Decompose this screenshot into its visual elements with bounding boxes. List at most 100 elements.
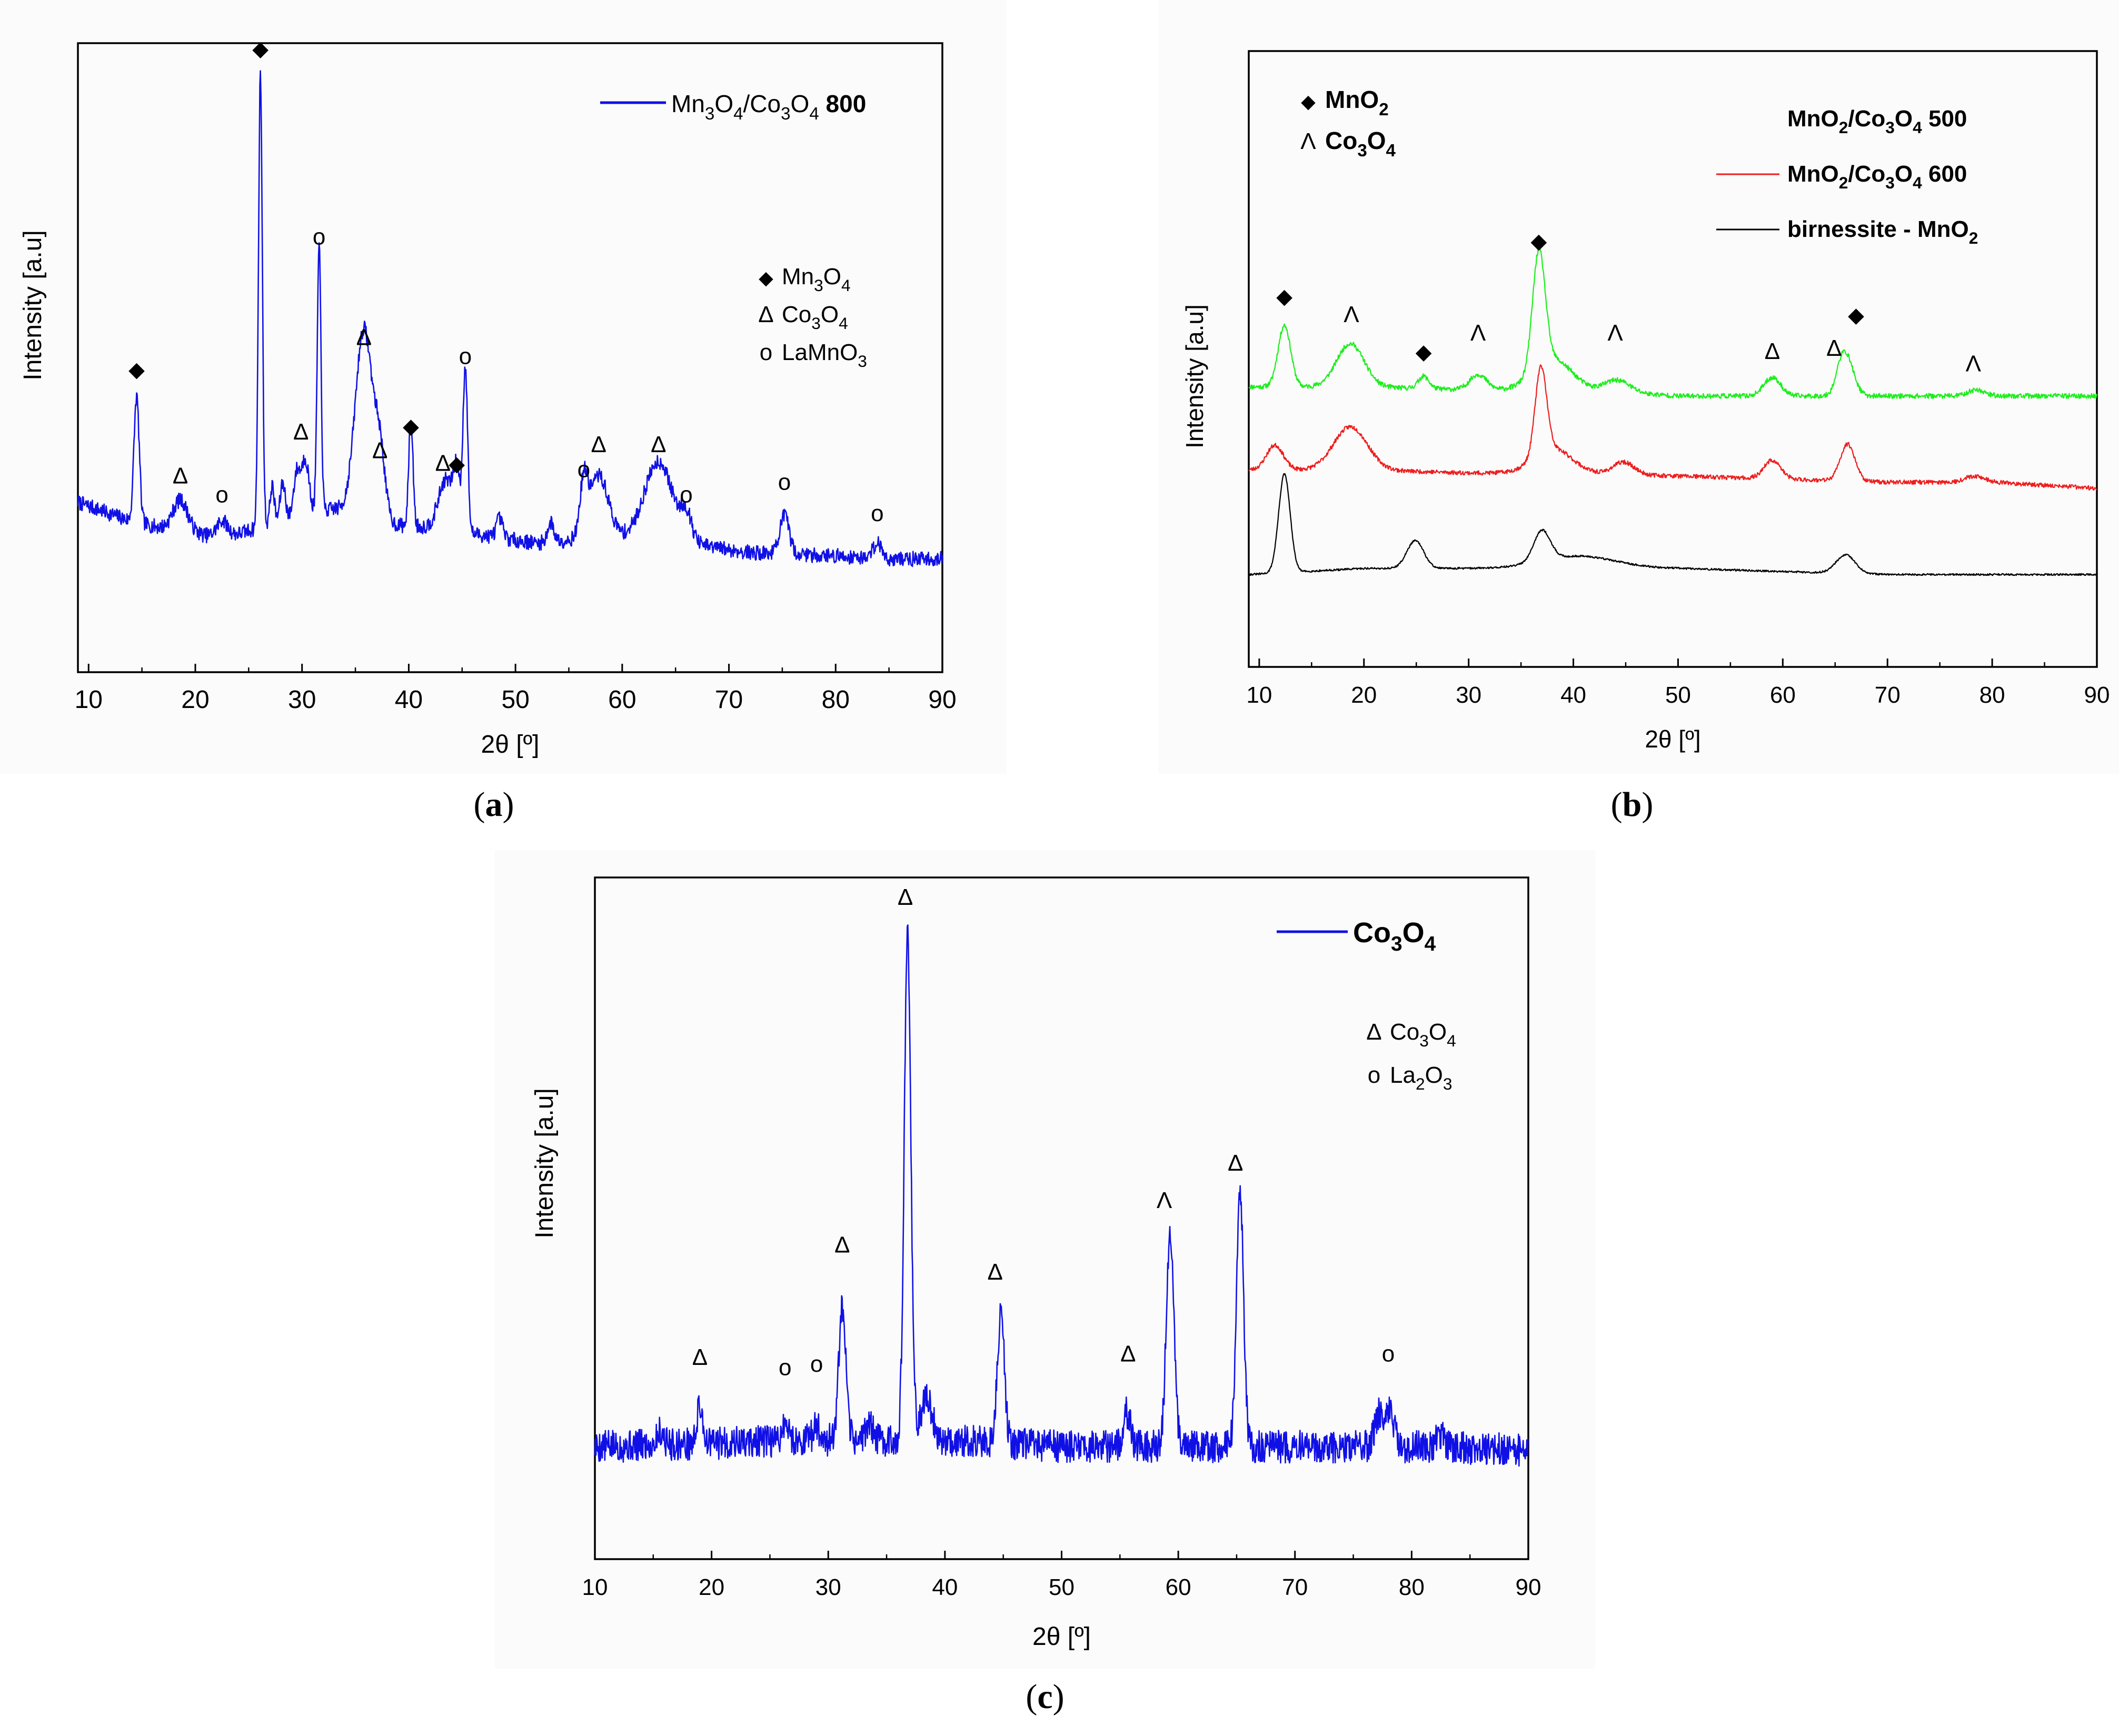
legend-marker-label-part: Co <box>782 302 811 327</box>
legend-entry-label-part: 4 <box>1913 173 1922 192</box>
legend-entry-label: Co3O4 <box>1353 917 1436 955</box>
legend-marker-label-part: 3 <box>1419 1031 1429 1050</box>
legend-entry-label-part: O <box>1895 106 1913 132</box>
legend-marker-label-part: O <box>821 302 839 327</box>
legend-marker-label-part: 4 <box>839 314 848 333</box>
legend-entry-label-part: /Co <box>743 90 781 117</box>
legend-marker-label: Mn3O4 <box>782 264 851 295</box>
legend-marker-symbol: o <box>1368 1062 1380 1088</box>
peak-marker: o <box>578 457 590 483</box>
y-axis-label: Intensity [a.u] <box>19 230 47 381</box>
legend-marker-label-part: O <box>1367 127 1386 154</box>
x-tick-label: 40 <box>395 686 423 714</box>
series-line-1 <box>594 924 1529 1467</box>
x-tick-label: 20 <box>1351 682 1377 708</box>
legend-marker-label: LaMnO3 <box>782 340 867 371</box>
peak-marker: ◆ <box>1276 285 1292 308</box>
legend-entry-label: MnO2/Co3O4 500 <box>1787 106 1967 137</box>
legend-marker-label-part: 4 <box>1386 141 1396 161</box>
x-axis-label: 2θ [º] <box>481 731 540 759</box>
legend-marker-symbol: ◆ <box>1301 91 1316 112</box>
legend-marker-label-part: 3 <box>1357 141 1367 161</box>
legend-marker-label-part: Mn <box>782 264 814 290</box>
legend-entry-label-part: 3 <box>705 104 714 124</box>
peak-marker: o <box>1382 1341 1395 1366</box>
panel-c-background <box>495 850 1595 1669</box>
y-axis-label: Intensity [a.u] <box>1181 304 1208 448</box>
panel-label-letter: b <box>1623 785 1642 824</box>
peak-marker: o <box>680 482 692 507</box>
series-line-3 <box>1248 473 2097 576</box>
peak-marker: Δ <box>651 432 666 457</box>
peak-marker: ◆ <box>449 453 465 476</box>
x-tick-label: 20 <box>181 686 209 714</box>
legend-marker-label: Co3O4 <box>782 302 848 333</box>
legend-entry-label-part: 600 <box>1922 161 1967 187</box>
plot-frame <box>1248 50 2098 668</box>
x-tick-label: 20 <box>699 1574 724 1600</box>
legend-marker-label: Co3O4 <box>1325 127 1396 161</box>
legend-marker-label-part: 4 <box>1447 1031 1456 1050</box>
legend-marker-label-part: 2 <box>1416 1074 1425 1093</box>
legend-entry-label-part: 2 <box>1839 118 1848 137</box>
x-tick-label: 90 <box>928 686 956 714</box>
panel-c: 10 20 30 40 50 60 70 80 90 2θ [º] Intensity [a.u] Δ… <box>531 876 1541 1716</box>
panel-label: (a) <box>474 785 514 824</box>
legend-marker-label-part: O <box>823 264 841 290</box>
peak-marker: Λ <box>1470 320 1486 346</box>
legend-entry-label: birnessite - MnO2 <box>1787 216 1978 247</box>
peak-marker: Δ <box>1826 335 1842 361</box>
x-tick-label: 40 <box>1560 682 1586 708</box>
legend-marker-label-part: 3 <box>858 352 867 371</box>
peak-marker: Δ <box>372 438 387 464</box>
x-axis-label: 2θ [º] <box>1032 1623 1091 1651</box>
x-tick-label: 70 <box>1282 1574 1308 1600</box>
peak-marker: ◆ <box>252 37 268 61</box>
peak-marker: Λ <box>1966 351 1982 376</box>
legend-marker-label-part: MnO <box>1325 86 1379 113</box>
legend-marker-label-part: 3 <box>811 314 821 333</box>
legend-entry-label-part: Co <box>1353 917 1391 949</box>
x-tick-label: 30 <box>1456 682 1481 708</box>
x-tick-label: 40 <box>932 1574 958 1600</box>
peak-marker: Δ <box>834 1232 850 1258</box>
legend-entry-label-part: O <box>1402 917 1425 949</box>
legend-marker-label-part: O <box>1425 1062 1443 1088</box>
panel-b-background <box>1158 0 2119 774</box>
legend-entry-label-part: 3 <box>1885 118 1895 137</box>
x-tick-label: 10 <box>1246 682 1272 708</box>
panel-b: 10 20 30 40 50 60 70 80 90 2θ [º] Intensity [a.u] ◆… <box>1181 50 2110 824</box>
x-tick-label: 30 <box>288 686 316 714</box>
legend-marker-label-part: Co <box>1325 127 1357 154</box>
y-axis-label: Intensity [a.u] <box>531 1088 559 1239</box>
x-tick-label: 70 <box>715 686 743 714</box>
x-tick-label: 10 <box>75 686 103 714</box>
legend-marker-symbol: ◆ <box>759 267 773 288</box>
x-tick-label: 60 <box>1166 1574 1191 1600</box>
peak-marker: Λ <box>1157 1188 1172 1213</box>
legend-marker-label-part: 2 <box>1379 100 1388 119</box>
peak-marker: Δ <box>692 1344 708 1370</box>
x-tick-label: 60 <box>608 686 636 714</box>
legend-marker-label-part: O <box>1429 1019 1447 1045</box>
x-tick-label: 70 <box>1875 682 1901 708</box>
legend-entry-label-part: MnO <box>1787 106 1839 132</box>
peak-marker: ◆ <box>1848 304 1864 327</box>
legend-entry-label: Mn3O4/Co3O4 800 <box>671 90 866 124</box>
peak-marker: Δ <box>1120 1341 1136 1366</box>
peak-marker: Δ <box>1765 338 1780 364</box>
panel-label-close: ) <box>1642 785 1653 824</box>
legend-entry-label-suffix: 800 <box>819 90 867 117</box>
peak-marker: o <box>778 469 791 495</box>
plot-frame <box>77 42 943 673</box>
legend-entry-label-part: 2 <box>1969 228 1978 247</box>
peak-marker: Λ <box>1607 320 1623 346</box>
legend-marker-label: La2O3 <box>1390 1062 1452 1093</box>
legend-marker-label-part: La <box>1390 1062 1416 1088</box>
x-tick-label: 90 <box>1516 1574 1541 1600</box>
legend-marker-label: MnO2 <box>1325 86 1389 119</box>
legend-entry-label-part: MnO <box>1787 161 1839 187</box>
legend-marker-label-part: 3 <box>814 276 823 295</box>
panel-label-letter: c <box>1037 1678 1052 1716</box>
